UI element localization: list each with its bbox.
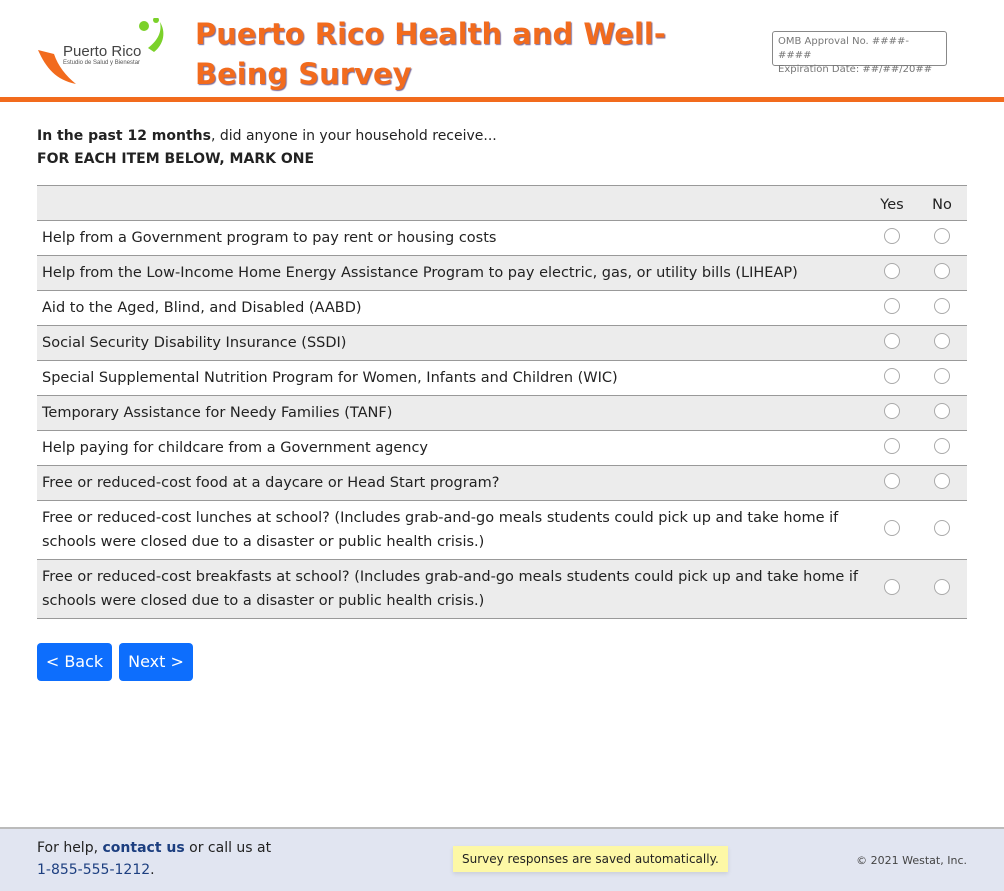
item-label: Help paying for childcare from a Governm… (37, 430, 867, 466)
header: Puerto Rico Estudio de Salud y Bienestar… (0, 0, 1004, 102)
yes-radio[interactable] (884, 368, 900, 384)
question-grid: Yes No Help from a Government program to… (37, 185, 967, 619)
item-label: Social Security Disability Insurance (SS… (37, 325, 867, 361)
col-no: No (917, 185, 967, 221)
no-radio[interactable] (934, 263, 950, 279)
grid-header: Yes No (37, 185, 967, 221)
question-row: Help paying for childcare from a Governm… (37, 430, 967, 466)
question-row: Free or reduced-cost food at a daycare o… (37, 465, 967, 501)
contact-us-link[interactable]: contact us (102, 840, 185, 856)
question-row: Social Security Disability Insurance (SS… (37, 325, 967, 361)
item-label: Aid to the Aged, Blind, and Disabled (AA… (37, 290, 867, 326)
yes-radio[interactable] (884, 438, 900, 454)
yes-radio[interactable] (884, 473, 900, 489)
footer: For help, contact us or call us at 1-855… (0, 827, 1004, 891)
item-label: Special Supplemental Nutrition Program f… (37, 360, 867, 396)
no-radio[interactable] (934, 333, 950, 349)
omb-approval: OMB Approval No. ####-#### (778, 36, 909, 61)
no-radio[interactable] (934, 298, 950, 314)
yes-radio[interactable] (884, 333, 900, 349)
question-row: Temporary Assistance for Needy Families … (37, 395, 967, 431)
page-title: Puerto Rico Health and Well-Being Survey (195, 17, 666, 91)
expiration-date: Expiration Date: ##/##/20## (778, 64, 933, 75)
yes-radio[interactable] (884, 298, 900, 314)
yes-radio[interactable] (884, 263, 900, 279)
omb-box: OMB Approval No. ####-#### Expiration Da… (772, 31, 947, 75)
question-emphasis: In the past 12 months (37, 128, 211, 144)
question-row: Help from a Government program to pay re… (37, 220, 967, 256)
col-yes: Yes (867, 185, 917, 221)
copyright: © 2021 Westat, Inc. (856, 854, 967, 867)
instruction: FOR EACH ITEM BELOW, MARK ONE (37, 151, 315, 167)
yes-radio[interactable] (884, 520, 900, 536)
yes-radio[interactable] (884, 579, 900, 595)
question: In the past 12 months, did anyone in you… (37, 124, 497, 171)
question-row: Free or reduced-cost lunches at school? … (37, 500, 967, 560)
no-radio[interactable] (934, 520, 950, 536)
question-row: Aid to the Aged, Blind, and Disabled (AA… (37, 290, 967, 326)
question-text: , did anyone in your household receive..… (210, 128, 497, 144)
yes-radio[interactable] (884, 228, 900, 244)
item-label: Help from a Government program to pay re… (37, 220, 867, 256)
help-text: For help, contact us or call us at 1-855… (37, 840, 272, 878)
no-radio[interactable] (934, 228, 950, 244)
yes-radio[interactable] (884, 403, 900, 419)
no-radio[interactable] (934, 473, 950, 489)
no-radio[interactable] (934, 579, 950, 595)
item-label: Temporary Assistance for Needy Families … (37, 395, 867, 431)
question-row: Help from the Low-Income Home Energy Ass… (37, 255, 967, 291)
logo-subtitle: Estudio de Salud y Bienestar (63, 60, 141, 66)
no-radio[interactable] (934, 368, 950, 384)
next-button[interactable]: Next > (119, 643, 193, 681)
no-radio[interactable] (934, 438, 950, 454)
item-label: Free or reduced-cost lunches at school? … (37, 500, 867, 560)
puerto-rico-logo: Puerto Rico Estudio de Salud y Bienestar (36, 18, 176, 88)
autosave-notice: Survey responses are saved automatically… (453, 846, 728, 872)
item-label: Free or reduced-cost breakfasts at schoo… (37, 559, 867, 619)
back-button[interactable]: < Back (37, 643, 112, 681)
logo-hand-icon (38, 18, 164, 84)
no-radio[interactable] (934, 403, 950, 419)
phone-number: 1-855-555-1212 (37, 862, 151, 878)
question-row: Special Supplemental Nutrition Program f… (37, 360, 967, 396)
logo-name: Puerto Rico (63, 43, 142, 60)
item-label: Help from the Low-Income Home Energy Ass… (37, 255, 867, 291)
question-row: Free or reduced-cost breakfasts at schoo… (37, 559, 967, 619)
item-label: Free or reduced-cost food at a daycare o… (37, 465, 867, 501)
